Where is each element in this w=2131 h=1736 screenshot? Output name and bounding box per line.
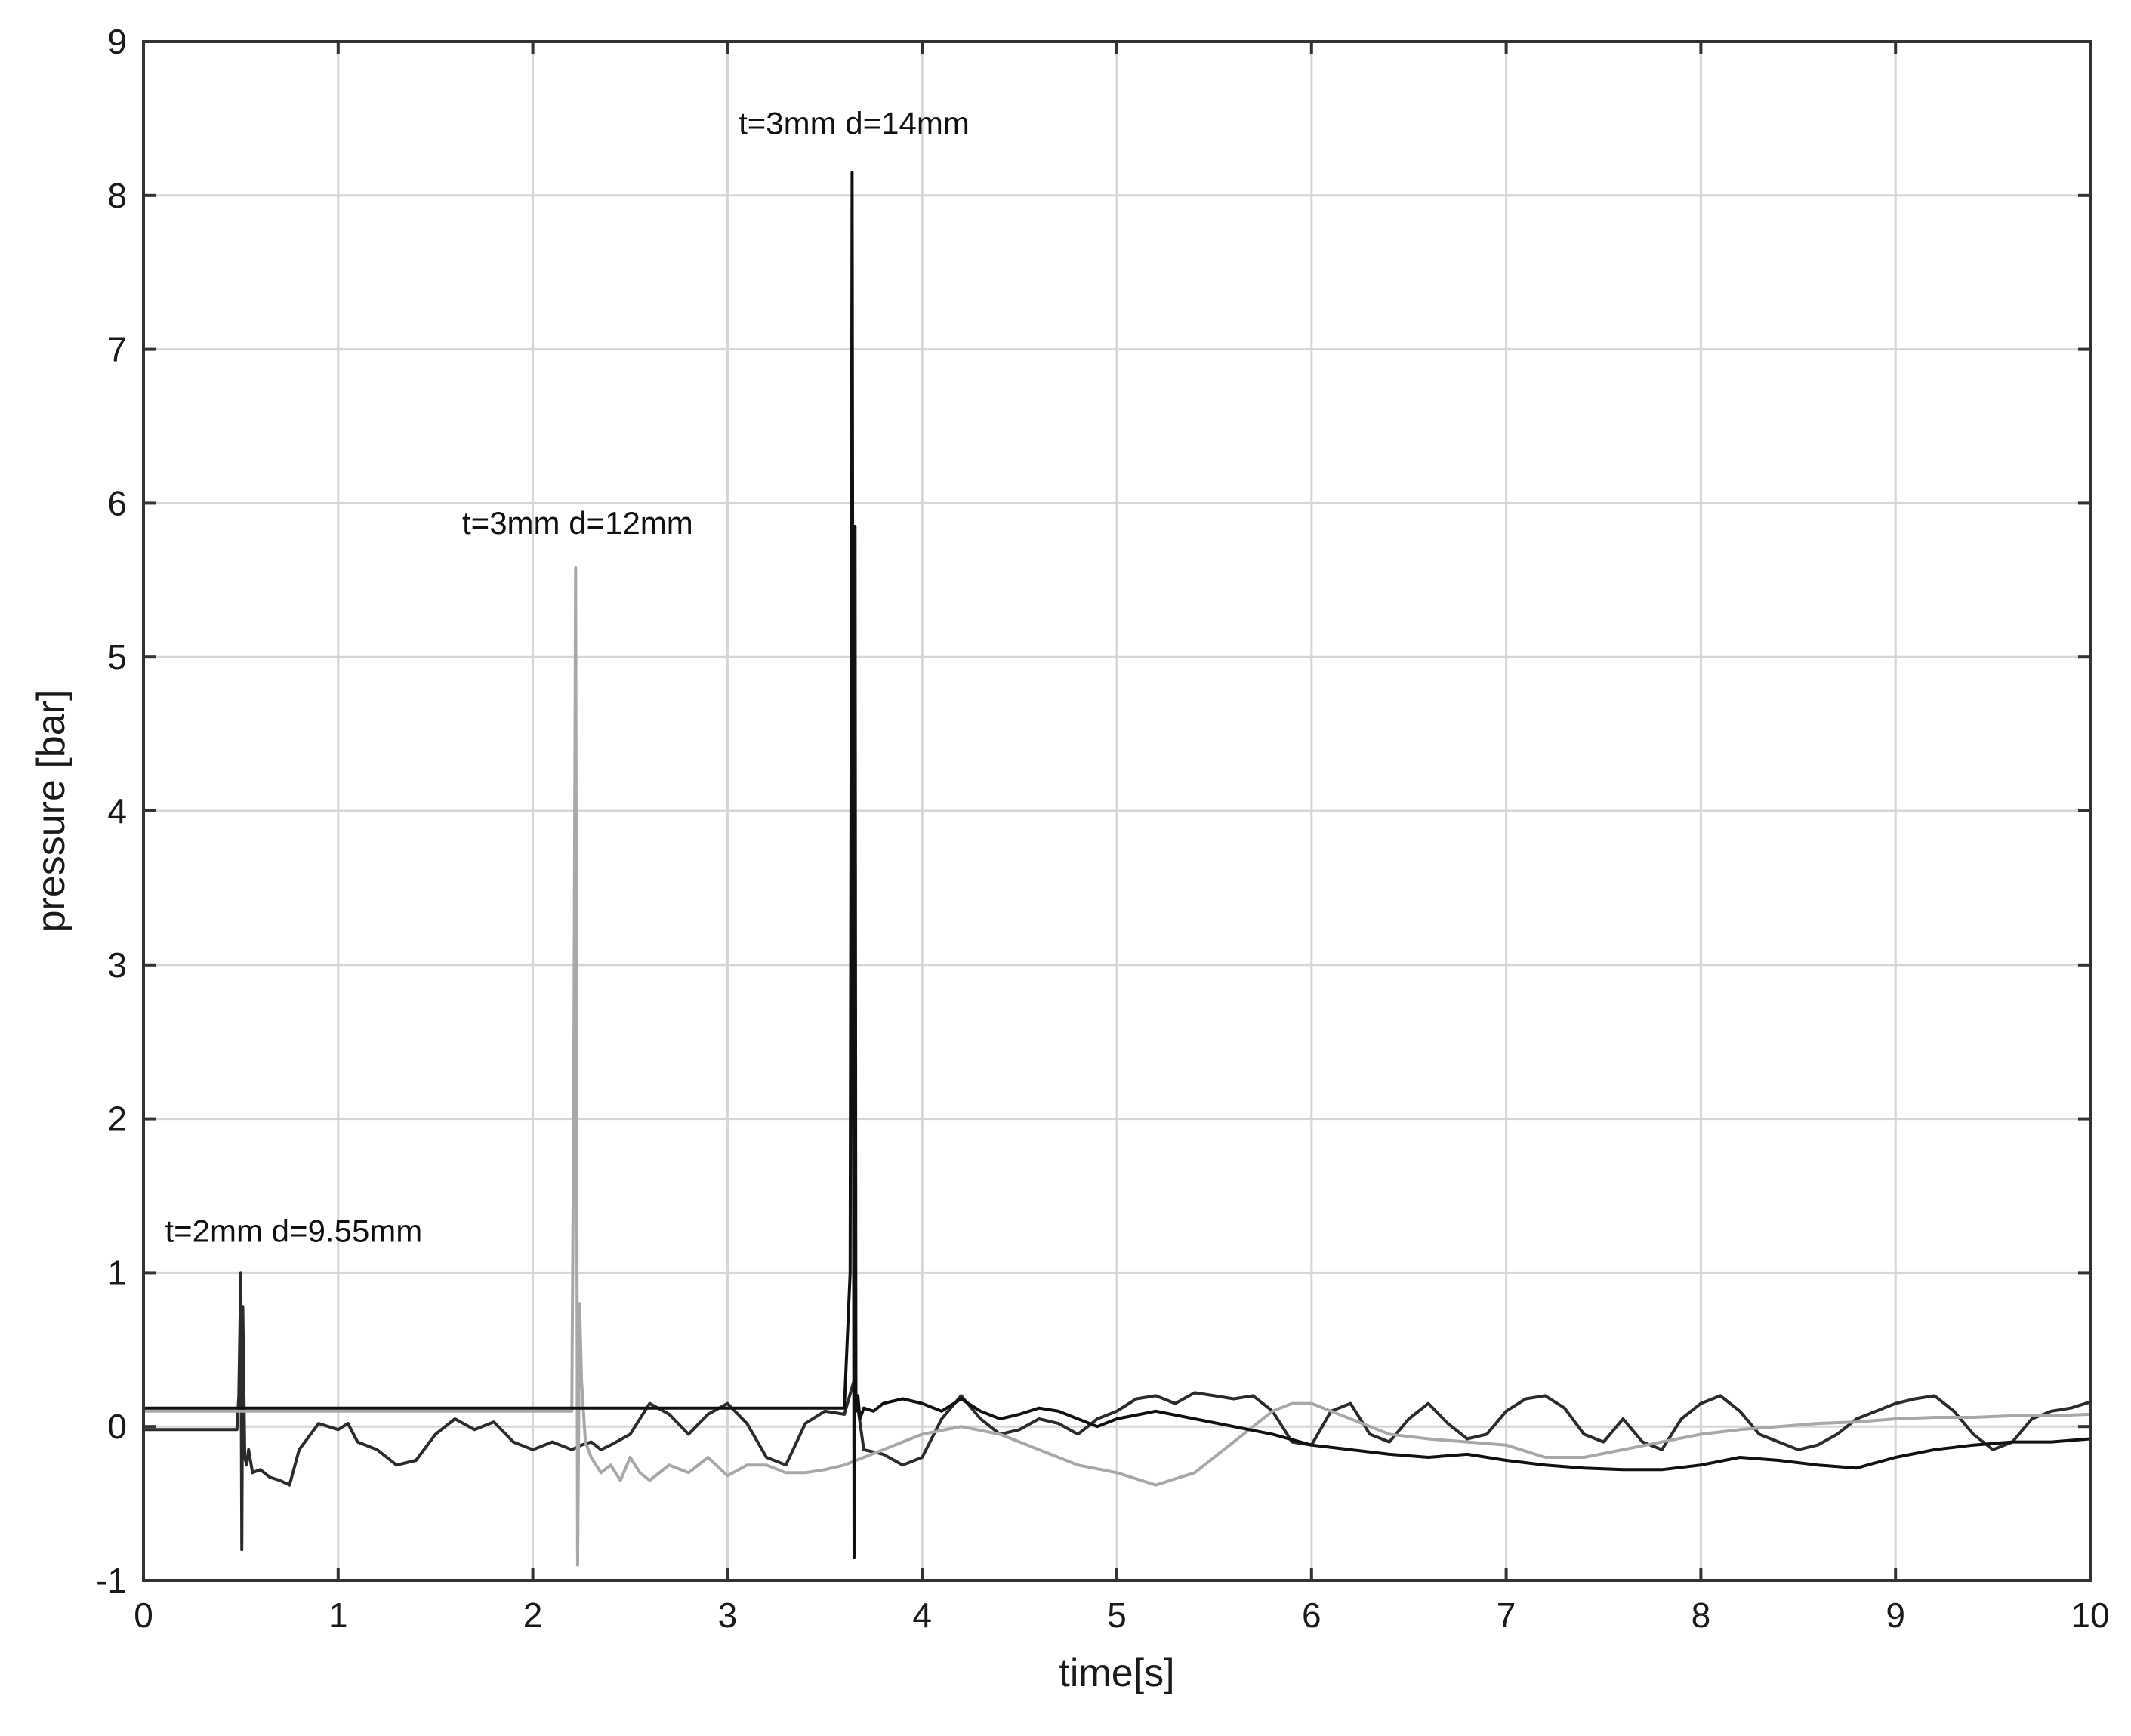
series-line-3 [142, 171, 2092, 1559]
x-tick-label: 1 [328, 1596, 348, 1635]
annotation-label: t=2mm d=9.55mm [165, 1213, 422, 1249]
y-tick-label: 0 [107, 1407, 127, 1446]
y-tick-label: 5 [107, 637, 127, 677]
y-tick-label: 2 [107, 1099, 127, 1139]
y-tick-label: 7 [107, 330, 127, 369]
grid [142, 40, 2092, 1582]
annotation-label: t=3mm d=14mm [739, 105, 970, 140]
x-tick-label: 10 [2071, 1596, 2109, 1635]
series-line-2 [142, 566, 2092, 1567]
annotation-label: t=3mm d=12mm [462, 505, 693, 541]
x-tick-label: 0 [134, 1596, 153, 1635]
x-tick-label: 7 [1497, 1596, 1516, 1635]
annotations: t=2mm d=9.55mm t=3mm d=12mm t=3mm d=14mm [165, 105, 969, 1248]
x-tick-label: 2 [523, 1596, 543, 1635]
x-tick-label: 5 [1107, 1596, 1127, 1635]
series-layer [142, 171, 2092, 1567]
x-tick-label: 6 [1302, 1596, 1321, 1635]
y-tick-label: -1 [96, 1561, 127, 1600]
x-tick-label: 3 [718, 1596, 738, 1635]
x-axis-label: time[s] [1059, 1651, 1174, 1695]
y-tick-label: 6 [107, 483, 127, 523]
y-tick-label: 9 [107, 22, 127, 61]
x-tick-label: 8 [1692, 1596, 1711, 1635]
y-tick-label: 4 [107, 791, 127, 831]
y-tick-label: 8 [107, 176, 127, 215]
series-line-1 [142, 1271, 2092, 1552]
y-axis-label: pressure [bar] [29, 690, 73, 933]
x-tick-label: 4 [912, 1596, 932, 1635]
y-tick-label: 3 [107, 945, 127, 985]
y-tick-label: 1 [107, 1253, 127, 1292]
x-tick-label: 9 [1886, 1596, 1905, 1635]
